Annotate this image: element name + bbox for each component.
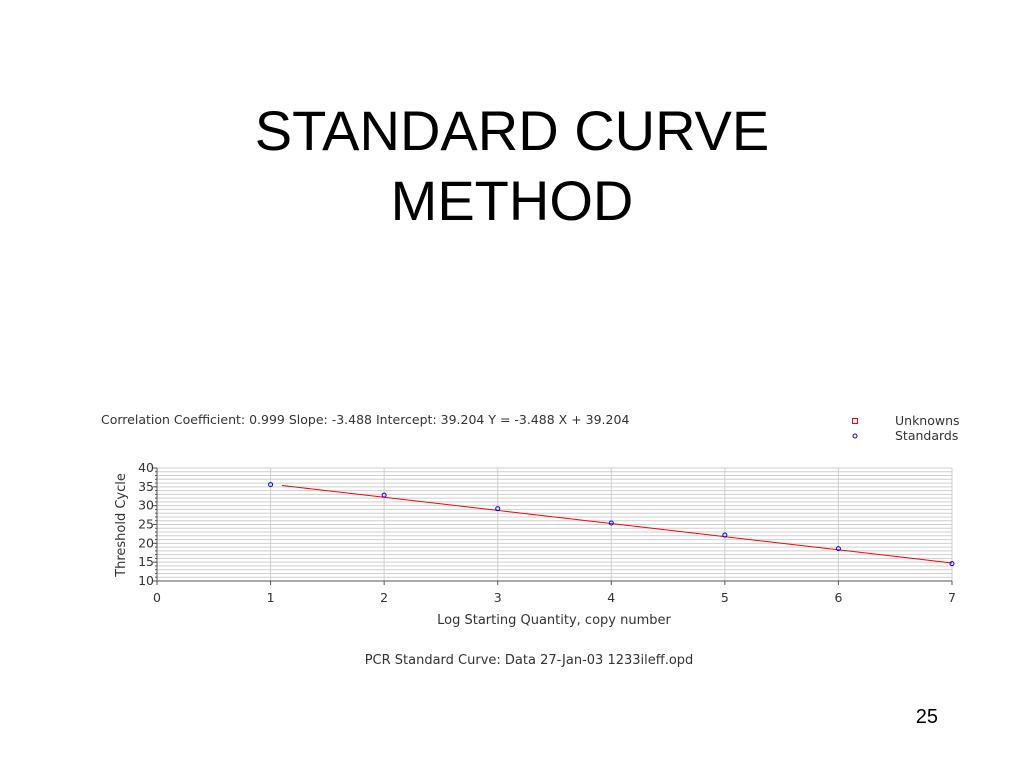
y-tick-label: 20 (138, 535, 154, 550)
chart-title: PCR Standard Curve: Data 27-Jan-03 1233i… (365, 653, 694, 668)
standard-point (608, 520, 614, 526)
chart-grid (157, 467, 953, 581)
slide-title-line-1: STANDARD CURVE (254, 99, 770, 162)
x-tick-label: 2 (380, 590, 388, 605)
x-tick-label: 1 (267, 590, 275, 605)
standard-point (495, 506, 501, 512)
regression-stats-text: Correlation Coefficient: 0.999 Slope: -3… (101, 412, 629, 427)
y-tick-label: 40 (138, 460, 154, 475)
x-tick-label: 4 (607, 590, 615, 605)
x-tick-label: 7 (948, 590, 956, 605)
x-axis-label: Log Starting Quantity, copy number (437, 613, 671, 628)
chart-points (268, 482, 955, 567)
x-tick-label: 0 (153, 590, 161, 605)
legend-label: Unknowns (895, 413, 960, 428)
slide-title: STANDARD CURVE METHOD (0, 96, 1024, 236)
x-tick-label: 3 (494, 590, 502, 605)
standard-point (949, 561, 955, 567)
y-tick-label: 10 (138, 573, 154, 588)
standard-point (722, 532, 728, 538)
standard-point (268, 482, 274, 488)
legend-label: Standards (895, 428, 958, 443)
x-tick-label: 6 (834, 590, 842, 605)
y-tick-label: 15 (138, 554, 154, 569)
y-tick-label: 30 (138, 498, 154, 513)
standard-point (835, 546, 841, 552)
y-tick-label: 25 (138, 517, 154, 532)
chart-ticks: 10 15 20 25 30 35 40 0 1 2 3 4 5 6 7 (138, 460, 956, 605)
slide-title-line-2: METHOD (390, 169, 634, 232)
legend-marker-standards (852, 433, 858, 439)
y-tick-label: 35 (138, 479, 154, 494)
standard-point (381, 492, 387, 498)
page-number: 25 (915, 706, 938, 728)
y-axis-label: Threshold Cycle (114, 473, 129, 578)
legend-marker-unknowns (852, 418, 858, 424)
x-tick-label: 5 (721, 590, 729, 605)
